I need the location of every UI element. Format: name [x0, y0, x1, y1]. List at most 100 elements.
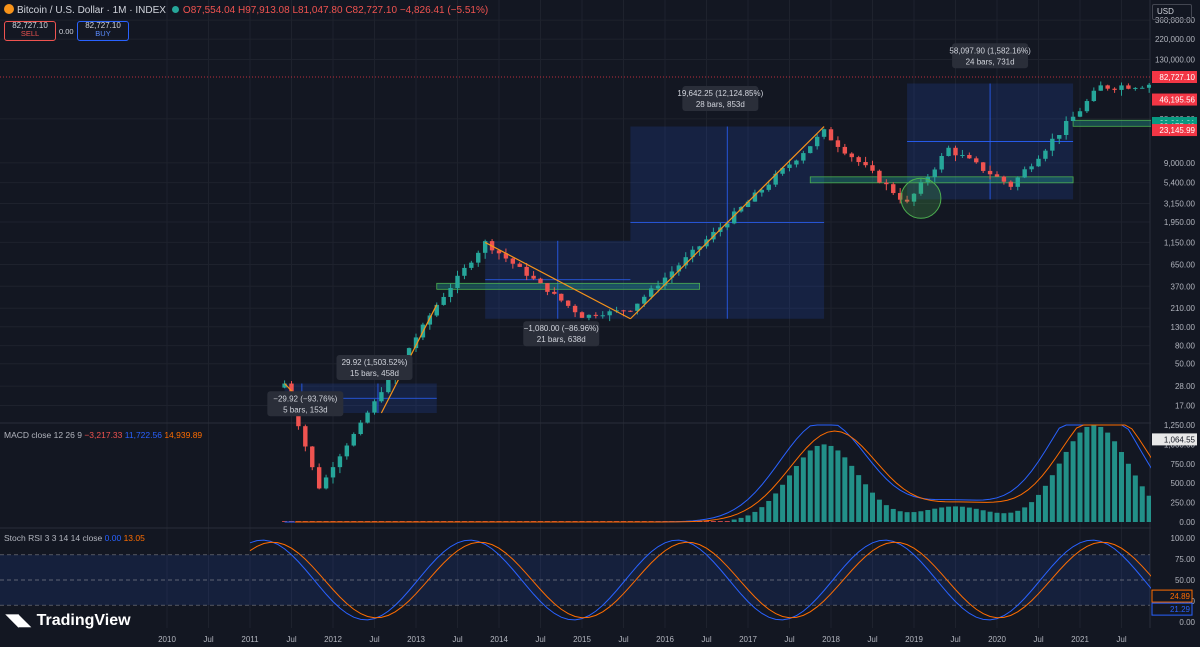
- candle-body: [773, 173, 778, 185]
- candle-body: [655, 285, 661, 289]
- candle-body: [310, 446, 315, 468]
- axes: 360,000.00220,000.00130,000.0028,000.009…: [158, 0, 1200, 647]
- candle-body: [316, 467, 322, 489]
- macd-bar: [780, 484, 786, 522]
- price-tag: [1152, 124, 1197, 137]
- macd-bar: [773, 493, 779, 522]
- candle-body: [642, 296, 647, 304]
- candle-body: [1140, 87, 1145, 89]
- macd-bar: [1022, 507, 1028, 522]
- macd-tick: 250.00: [1171, 499, 1196, 508]
- price-tag-text: 82,727.10: [1159, 73, 1195, 82]
- macd-bar: [704, 521, 709, 522]
- macd-bar: [1105, 432, 1111, 522]
- macd-bar: [925, 510, 931, 522]
- stoch-legend[interactable]: Stoch RSI 3 3 14 14 close 0.00 13.05: [4, 533, 145, 543]
- annotation-drop-2011-value: −29.92 (−93.76%): [273, 394, 337, 403]
- high-value: H97,913.08: [237, 5, 290, 16]
- candle-body: [731, 211, 737, 224]
- macd-bar: [1132, 475, 1138, 522]
- time-tick: 2014: [490, 635, 508, 644]
- price-tick: 50.00: [1175, 360, 1196, 369]
- price-tag-text: 46,195.56: [1159, 96, 1195, 105]
- candle-body: [379, 392, 384, 402]
- symbol-title[interactable]: Bitcoin / U.S. Dollar · 1M · INDEX: [17, 5, 166, 16]
- macd-bar: [800, 457, 806, 522]
- buy-button[interactable]: 82,727.10 BUY: [77, 21, 129, 41]
- time-tick: 2012: [324, 635, 342, 644]
- time-tick: 2013: [407, 635, 425, 644]
- stoch-pane: [0, 539, 1200, 621]
- candle-body: [1036, 158, 1041, 167]
- candle-body: [621, 310, 626, 312]
- candle-body: [1098, 85, 1103, 91]
- candle-body: [434, 304, 439, 316]
- candle-body: [1146, 84, 1152, 88]
- macd-bar: [897, 511, 903, 522]
- candle-body: [953, 147, 958, 156]
- macd-bar: [1112, 441, 1118, 522]
- candle-body: [794, 160, 799, 165]
- macd-bar: [918, 511, 924, 522]
- macd-bar: [1029, 502, 1035, 522]
- currency-label: USD: [1157, 7, 1174, 16]
- candle-body: [828, 129, 834, 141]
- price-tag: [1152, 71, 1197, 83]
- annotation-bull-2019-bars: 24 bars, 731d: [966, 57, 1015, 66]
- macd-bar: [1049, 475, 1055, 522]
- macd-bar: [870, 492, 875, 522]
- annotation-bull-2019-box: [952, 43, 1029, 69]
- macd-bar: [876, 499, 882, 522]
- candle-body: [482, 241, 488, 253]
- overlays: −29.92 (−93.76%) 5 bars, 153d 29.92 (1,503…: [267, 43, 1031, 417]
- macd-bar: [1098, 426, 1104, 522]
- macd-signal-value: 14,939.89: [164, 430, 203, 440]
- candle-body: [372, 401, 377, 413]
- price-tag-text: 23,145.99: [1159, 126, 1195, 135]
- macd-line: [284, 424, 1200, 523]
- macd-bar: [1001, 513, 1007, 522]
- support-zone: [809, 176, 1074, 184]
- time-tick: 2011: [241, 635, 259, 644]
- candle-body: [1022, 169, 1027, 178]
- macd-legend[interactable]: MACD close 12 26 9 −3,217.33 11,722.56 1…: [4, 430, 202, 440]
- candle-body: [787, 164, 792, 168]
- candle-body: [524, 266, 529, 276]
- candle-body: [863, 162, 868, 166]
- macd-bar: [724, 521, 730, 522]
- stoch-last-tag: [1151, 589, 1193, 603]
- candle-body: [683, 257, 688, 266]
- macd-bar: [787, 475, 792, 522]
- macd-bar: [1119, 452, 1124, 522]
- candle-body: [697, 246, 702, 250]
- candle-body: [891, 184, 896, 194]
- candle-body: [1133, 87, 1138, 89]
- time-tick: 2010: [158, 635, 176, 644]
- stoch-last-value: 24.89: [1170, 592, 1191, 601]
- tradingview-logo[interactable]: ◥◣ TradingView: [6, 610, 131, 630]
- candle-body: [1008, 181, 1014, 187]
- time-tick: Jul: [286, 635, 296, 644]
- candle-body: [462, 267, 467, 276]
- market-status-icon: [171, 6, 179, 13]
- candle-body: [1084, 101, 1090, 112]
- candle-body: [877, 170, 882, 183]
- stoch-name: Stoch RSI 3 3 14 14 close: [4, 533, 103, 543]
- candle-body: [1091, 90, 1097, 102]
- stoch-k-line: [249, 539, 1200, 621]
- macd-tick: 1,250.00: [1164, 421, 1196, 430]
- candle-body: [503, 253, 509, 259]
- candle-body: [1112, 88, 1117, 90]
- candle-body: [1057, 135, 1062, 139]
- macd-last-value: 1,064.55: [1164, 435, 1196, 444]
- change-value: −4,826.41 (−5.51%): [399, 5, 489, 16]
- sell-button[interactable]: 82,727.10 SELL: [4, 21, 56, 41]
- time-tick: Jul: [867, 635, 877, 644]
- candle-body: [441, 296, 446, 305]
- macd-bar: [883, 505, 889, 522]
- candle-body: [994, 174, 1000, 177]
- candle-body: [538, 278, 543, 284]
- currency-selector[interactable]: USD: [1152, 4, 1192, 20]
- price-tick: 1,150.00: [1164, 238, 1196, 247]
